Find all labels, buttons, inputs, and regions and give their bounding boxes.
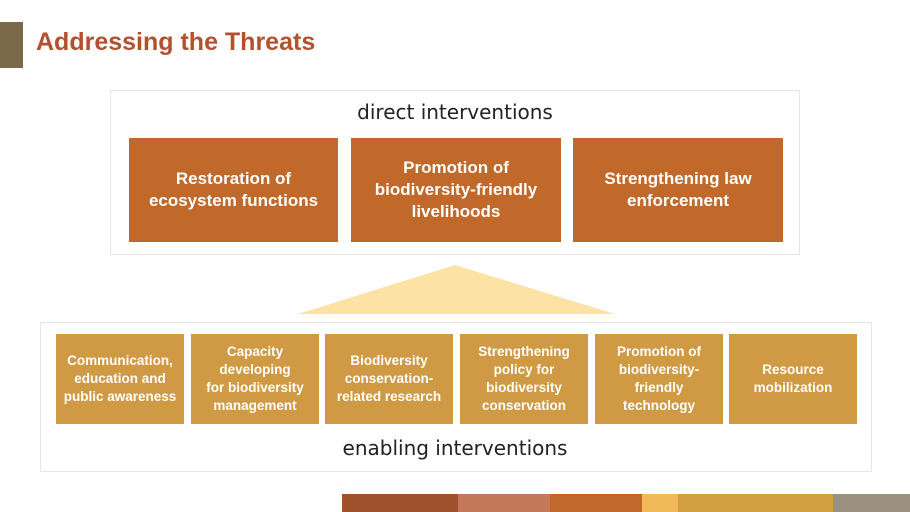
- footer-color-bar-3: [550, 494, 642, 512]
- page-title: Addressing the Threats: [36, 28, 316, 56]
- enabling-box-research: Biodiversity conservation- related resea…: [325, 334, 453, 424]
- direct-box-law-enforcement: Strengthening law enforcement: [573, 138, 783, 242]
- footer-color-bar-6: [833, 494, 910, 512]
- title-accent-bar: [0, 22, 23, 68]
- enabling-box-communication: Communication, education and public awar…: [56, 334, 184, 424]
- enabling-box-policy: Strengthening policy for biodiversity co…: [460, 334, 588, 424]
- direct-box-restoration: Restoration of ecosystem functions: [129, 138, 338, 242]
- enabling-box-capacity: Capacity developing for biodiversity man…: [191, 334, 319, 424]
- enabling-box-resource: Resource mobilization: [729, 334, 857, 424]
- direct-interventions-label: direct interventions: [357, 100, 553, 124]
- footer-color-bar-4: [642, 494, 678, 512]
- enabling-box-technology: Promotion of biodiversity- friendly tech…: [595, 334, 723, 424]
- footer-color-bar-2: [458, 494, 550, 512]
- enabling-interventions-label: enabling interventions: [342, 436, 568, 460]
- footer-color-bar-5: [678, 494, 833, 512]
- footer-color-bar-1: [342, 494, 458, 512]
- direct-box-livelihoods: Promotion of biodiversity-friendly livel…: [351, 138, 561, 242]
